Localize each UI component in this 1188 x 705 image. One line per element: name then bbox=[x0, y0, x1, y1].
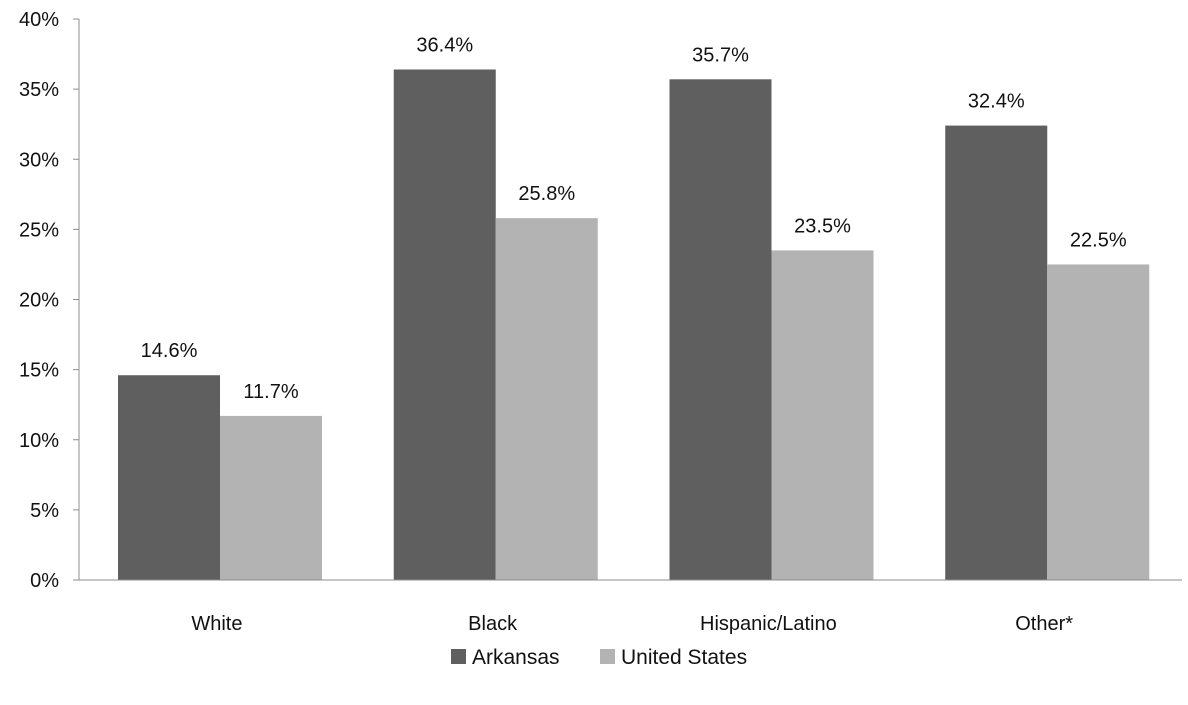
y-tick-label: 25% bbox=[19, 219, 59, 241]
bar bbox=[669, 79, 772, 581]
data-label: 25.8% bbox=[518, 183, 575, 205]
y-tick-label: 40% bbox=[19, 9, 59, 31]
data-label: 32.4% bbox=[968, 91, 1025, 113]
legend-swatch bbox=[600, 649, 615, 664]
bar bbox=[1047, 264, 1150, 580]
data-label: 36.4% bbox=[416, 34, 473, 56]
data-label: 35.7% bbox=[692, 44, 749, 66]
legend-label: United States bbox=[621, 646, 747, 669]
data-label: 23.5% bbox=[794, 215, 851, 237]
x-category-label: White bbox=[191, 613, 242, 635]
bar bbox=[771, 250, 874, 580]
x-category-label: Hispanic/Latino bbox=[700, 613, 837, 635]
x-category-label: Black bbox=[468, 613, 518, 635]
y-tick-label: 20% bbox=[19, 290, 59, 312]
y-tick-label: 5% bbox=[30, 500, 59, 522]
legend-swatch bbox=[451, 649, 466, 664]
bars bbox=[118, 69, 1150, 581]
y-tick-label: 0% bbox=[30, 570, 59, 592]
y-tick-label: 15% bbox=[19, 360, 59, 382]
data-labels: 14.6% 11.7% 36.4% 25.8% 35.7% 23.5% 32.4% 22.5% bbox=[141, 34, 1127, 402]
y-tick-label: 35% bbox=[19, 79, 59, 101]
legend: Arkansas United States bbox=[451, 646, 747, 669]
bar bbox=[393, 69, 496, 581]
x-axis: White Black Hispanic/Latino Other* bbox=[79, 579, 1182, 635]
y-tick-label: 10% bbox=[19, 430, 59, 452]
bar bbox=[220, 415, 322, 580]
x-category-label: Other* bbox=[1015, 613, 1073, 635]
legend-label: Arkansas bbox=[472, 646, 560, 669]
data-label: 14.6% bbox=[141, 340, 198, 362]
bar bbox=[118, 375, 220, 580]
bar bbox=[945, 125, 1048, 580]
y-tick-label: 30% bbox=[19, 149, 59, 171]
data-label: 11.7% bbox=[243, 381, 298, 403]
data-label: 22.5% bbox=[1070, 229, 1127, 251]
y-axis: 0% 5% 10% 15% 20% 25% 30% 35% 40% bbox=[19, 9, 80, 592]
bar bbox=[495, 218, 598, 580]
